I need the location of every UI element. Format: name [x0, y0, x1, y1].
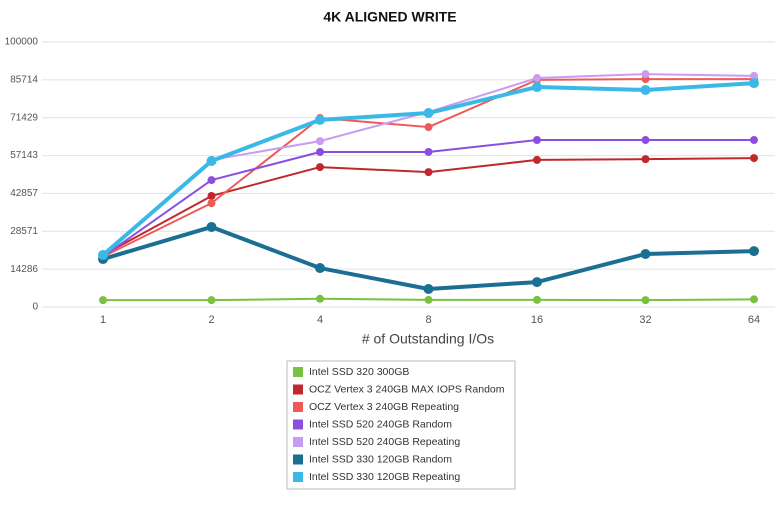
legend-swatch	[293, 472, 303, 482]
point	[750, 154, 758, 163]
y-tick-label: 28571	[10, 226, 38, 237]
y-tick-label: 100000	[5, 37, 39, 48]
x-tick-label: 16	[531, 314, 543, 326]
chart-title: 4K ALIGNED WRITE	[323, 9, 456, 25]
point	[533, 136, 541, 145]
point	[424, 147, 433, 156]
point	[533, 74, 541, 83]
point	[206, 155, 217, 166]
legend-label: Intel SSD 520 240GB Repeating	[309, 436, 460, 448]
legend-swatch	[293, 384, 303, 395]
point	[640, 84, 651, 95]
legend-swatch	[293, 367, 303, 377]
point	[533, 155, 541, 164]
x-tick-label: 8	[425, 314, 431, 326]
legend-label: Intel SSD 330 120GB Random	[309, 453, 452, 465]
legend-swatch	[293, 437, 303, 447]
point	[641, 296, 650, 305]
x-tick-label: 4	[317, 314, 323, 326]
point	[750, 136, 758, 145]
point	[424, 295, 433, 304]
legend-swatch	[293, 419, 303, 430]
point	[423, 283, 434, 294]
point	[316, 294, 324, 303]
x-tick-label: 1	[100, 314, 106, 326]
legend-box	[286, 360, 516, 490]
x-axis-label: # of Outstanding I/Os	[362, 331, 494, 347]
legend-swatch	[293, 454, 303, 465]
point	[641, 70, 650, 79]
y-tick-label: 71429	[10, 112, 38, 123]
point	[316, 147, 324, 156]
point	[423, 108, 434, 119]
point	[641, 155, 650, 164]
point	[750, 295, 758, 304]
point	[532, 82, 542, 93]
point	[207, 296, 216, 305]
point	[206, 221, 217, 232]
point	[641, 136, 650, 145]
legend-label: OCZ Vertex 3 240GB Repeating	[309, 401, 459, 413]
legend-label: OCZ Vertex 3 240GB MAX IOPS Random	[309, 383, 505, 395]
series-line	[102, 139, 754, 258]
series-line	[102, 224, 755, 291]
legend-swatch	[293, 402, 303, 412]
point	[424, 168, 433, 177]
point	[532, 277, 542, 288]
x-tick-label: 32	[639, 314, 651, 326]
point	[640, 249, 651, 259]
legend-label: Intel SSD 520 240GB Random	[309, 418, 452, 430]
legend-label: Intel SSD 320 300GB	[309, 366, 409, 378]
point	[207, 199, 216, 208]
point	[316, 137, 324, 146]
y-tick-label: 0	[32, 302, 38, 313]
point	[424, 123, 433, 132]
legend-label: Intel SSD 330 120GB Repeating	[309, 471, 460, 483]
point	[99, 296, 107, 305]
y-tick-label: 85714	[10, 74, 38, 85]
y-tick-label: 42857	[10, 188, 38, 199]
y-tick-label: 14286	[10, 264, 38, 275]
point	[533, 295, 541, 304]
y-tick-label: 57143	[10, 150, 38, 161]
point	[98, 250, 108, 261]
point	[207, 191, 216, 200]
point	[315, 114, 325, 125]
point	[749, 78, 759, 89]
point	[749, 246, 759, 257]
x-tick-label: 64	[748, 314, 760, 326]
point	[316, 163, 324, 172]
point	[750, 71, 758, 80]
point	[207, 176, 216, 185]
point	[315, 263, 325, 274]
x-tick-label: 2	[208, 314, 214, 326]
